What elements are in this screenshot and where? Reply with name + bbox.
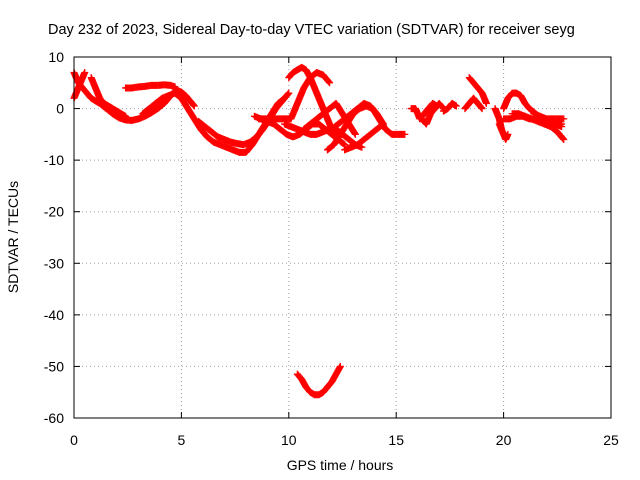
data-point <box>482 99 490 107</box>
plot-frame <box>73 56 612 419</box>
data-point <box>477 104 485 112</box>
data-point <box>285 89 293 97</box>
y-tick-label: 0 <box>56 101 64 117</box>
data-point <box>401 130 409 138</box>
series-arc-04 <box>122 81 179 92</box>
series-arc-03 <box>87 74 130 120</box>
series-arc-02 <box>70 68 89 102</box>
x-tick-label: 10 <box>281 432 297 448</box>
series-arc-18 <box>439 99 460 115</box>
data-point <box>504 130 512 138</box>
series-arc-15 <box>293 362 344 399</box>
series-arc-26 <box>530 110 568 123</box>
series-arc-22 <box>495 120 512 144</box>
x-axis-label: GPS time / hours <box>287 457 394 473</box>
x-tick-label: 25 <box>603 432 619 448</box>
data-point <box>284 90 292 98</box>
series-arc-11 <box>300 99 359 138</box>
data-point <box>122 112 130 120</box>
data-point <box>336 362 344 370</box>
x-tick-label: 15 <box>388 432 404 448</box>
series-arc-14 <box>341 120 387 154</box>
data-point <box>478 105 486 113</box>
data-point <box>560 115 568 123</box>
series-arc-05 <box>139 89 289 156</box>
y-tick-label: -50 <box>44 358 64 374</box>
data-point <box>190 101 198 109</box>
chart-title: Day 232 of 2023, Sidereal Day-to-day VTE… <box>48 22 575 38</box>
y-tick-label: -40 <box>44 307 64 323</box>
y-axis-label: SDTVAR / TECUs <box>5 181 21 293</box>
y-axis-ticks: 10 0 -10 -20 -30 -40 -50 -60 <box>44 49 611 426</box>
data-point <box>190 102 198 110</box>
y-tick-label: -10 <box>44 152 64 168</box>
y-tick-label: 10 <box>48 49 64 65</box>
data-point <box>378 121 386 129</box>
y-tick-label: -30 <box>44 255 64 271</box>
y-tick-label: -60 <box>44 410 64 426</box>
data-point <box>379 120 387 128</box>
series-arc-19 <box>465 74 490 107</box>
series-arc-25 <box>508 110 568 144</box>
x-axis-ticks: 0 5 10 15 20 25 <box>70 57 619 448</box>
series-arc-13 <box>328 99 387 133</box>
x-tick-label: 5 <box>178 432 186 448</box>
data-point <box>560 136 568 144</box>
x-tick-label: 0 <box>70 432 78 448</box>
data-point <box>559 135 567 143</box>
plot-area <box>70 63 568 399</box>
series-arc-20 <box>461 94 486 113</box>
data-point <box>340 140 348 148</box>
data-point <box>326 79 334 87</box>
x-tick-label: 20 <box>496 432 512 448</box>
data-point <box>325 78 333 86</box>
data-point <box>452 102 460 110</box>
data-point <box>81 68 89 76</box>
data-point <box>351 130 359 138</box>
y-tick-label: -20 <box>44 204 64 220</box>
data-point <box>171 83 179 91</box>
